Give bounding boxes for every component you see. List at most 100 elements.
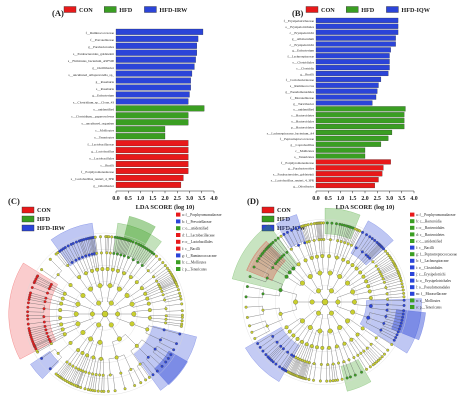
clade-node-2-45 (80, 330, 86, 335)
clade-node-2-42 (65, 360, 69, 364)
clade-node-2-278 (108, 373, 112, 377)
tree-branch-2-31 (75, 352, 84, 368)
bar-label-0-18: o__Lactobacillales (89, 156, 115, 160)
bar-label-0-10: s__Clostridium_sp__Clone_43 (73, 101, 114, 105)
clade-node-2-95 (29, 291, 32, 295)
clade-node-2-129 (71, 241, 75, 245)
bar-label-0-21: s__Lactobacillus_reuteri_4_3PR (71, 177, 115, 181)
tree-branch-2-153 (101, 252, 103, 270)
tree-branch-3-135 (314, 223, 317, 241)
clade-node-3-6 (312, 362, 316, 366)
key-swatch-2-1 (176, 219, 181, 224)
legend-swatch-1-1 (346, 6, 359, 13)
clade-node-3-167 (346, 242, 350, 246)
tree-branch-2-193 (137, 248, 147, 263)
clade-node-2-279 (113, 389, 117, 393)
clade-node-2-203 (158, 257, 162, 261)
clade-node-2-259 (116, 336, 122, 342)
tree-branch-3-83 (302, 282, 319, 294)
clade-node-3-244 (401, 312, 405, 316)
tree-branch-2-234 (163, 293, 180, 300)
tree-branch-2-7 (98, 374, 100, 392)
clade-node-3-268 (380, 355, 384, 359)
tree-branch-3-205 (377, 259, 392, 270)
tree-branch-2-223 (160, 280, 176, 289)
bar-label-0-13: s__uncultured_organism (81, 122, 114, 126)
clade-node-3-10 (307, 361, 311, 365)
clade-node-2-1 (97, 339, 103, 345)
clade-node-3-292 (337, 361, 340, 365)
clade-node-2-229 (175, 285, 179, 288)
clade-node-3-79 (265, 276, 269, 280)
bar-1-12 (315, 88, 378, 94)
clade-node-2-116 (66, 263, 70, 267)
clade-node-2-51 (75, 321, 81, 327)
bar-0-10 (115, 98, 189, 105)
clade-node-2-256 (175, 342, 178, 346)
tree-branch-2-240 (165, 303, 182, 309)
tree-branch-2-3 (101, 358, 104, 376)
bar-1-1 (315, 23, 399, 29)
clade-node-2-232 (146, 301, 151, 306)
key-label-3-13: n: c__Mollicutes (416, 299, 441, 303)
tree-branch-2-147 (91, 237, 95, 254)
clade-node-2-234 (178, 291, 182, 295)
tree-branch-2-86 (27, 307, 45, 309)
clade-highlight-3-4 (350, 220, 394, 266)
key-swatch-2-3 (176, 233, 181, 237)
tree-branch-2-45 (82, 321, 99, 333)
clade-node-2-260 (134, 343, 139, 348)
tree-branch-3-4 (320, 364, 322, 381)
clade-node-2-2 (99, 356, 104, 361)
bar-label-0-19: c__Bacilli (100, 163, 114, 167)
tree-branch-3-38 (293, 341, 303, 357)
bar-0-18 (115, 154, 189, 161)
key-label-2-0: a: f__Porphyromonadaceae (182, 213, 222, 217)
clade-node-2-240 (180, 302, 184, 306)
tree-branch-2-159 (105, 236, 107, 254)
clade-node-3-235 (402, 291, 406, 295)
clade-node-3-59 (264, 353, 268, 357)
clade-node-3-249 (400, 318, 404, 322)
clade-node-3-181 (370, 237, 374, 240)
key-swatch-3-10 (410, 278, 415, 283)
tree-branch-3-55 (268, 346, 281, 359)
clade-node-3-240 (386, 303, 389, 307)
legend-swatch-0-0 (63, 6, 77, 13)
clade-node-2-168 (115, 252, 119, 256)
tree-branch-3-125 (306, 242, 312, 258)
clade-node-3-264 (386, 348, 390, 352)
key-swatch-2-6 (176, 253, 181, 258)
legend-swatch-2-1 (21, 215, 35, 223)
clade-node-3-7 (312, 378, 315, 382)
clade-node-3-58 (275, 340, 279, 344)
tree-branch-2-265 (136, 345, 149, 358)
bar-label-1-25: g__Parabacteroides (288, 167, 315, 171)
bar-1-9 (315, 70, 389, 77)
clade-node-3-87 (257, 257, 261, 260)
bar-label-0-14: c__Mollicutes (95, 128, 115, 132)
x-tick-label-0-7: 3.5 (198, 196, 205, 202)
x-axis-title-1: LDA SCORE (log 10) (336, 204, 395, 211)
tree-branch-3-22 (306, 327, 314, 345)
tree-branch-2-236 (164, 298, 181, 303)
x-tick-label-0-4: 2.0 (161, 196, 168, 202)
tree-branch-2-170 (117, 238, 121, 255)
tree-branch-2-275 (128, 369, 135, 386)
tree-branch-2-272 (112, 338, 120, 358)
tree-branch-3-216 (365, 275, 383, 284)
clade-node-3-154 (334, 255, 339, 260)
clade-node-2-230 (161, 293, 165, 297)
clade-node-3-269 (365, 346, 369, 350)
bar-1-21 (315, 141, 382, 147)
bar-1-26 (315, 171, 383, 177)
tree-branch-3-269 (355, 334, 368, 349)
clade-node-2-262 (169, 353, 173, 357)
clade-node-3-225 (399, 276, 402, 280)
bar-1-10 (315, 76, 382, 82)
tree-branch-3-237 (387, 296, 404, 300)
tree-branch-2-274 (130, 368, 141, 383)
clade-node-2-153 (99, 251, 103, 255)
tree-branch-3-28 (293, 359, 301, 375)
clade-node-2-37 (76, 348, 81, 353)
